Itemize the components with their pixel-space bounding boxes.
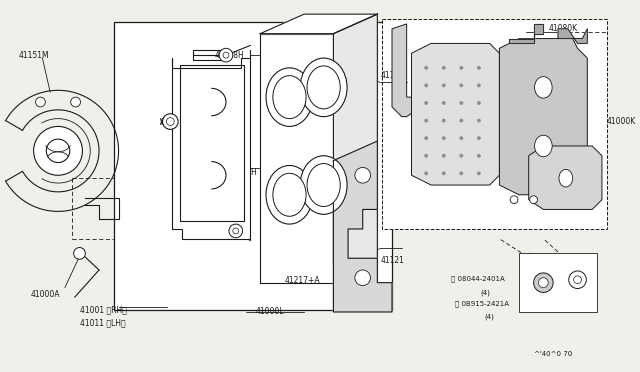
Ellipse shape	[534, 135, 552, 157]
Circle shape	[460, 136, 463, 140]
Circle shape	[163, 114, 178, 129]
Circle shape	[424, 154, 428, 158]
Circle shape	[424, 83, 428, 87]
Text: 41000L: 41000L	[255, 307, 284, 316]
Circle shape	[477, 154, 481, 158]
Text: ^'40^0 70: ^'40^0 70	[534, 351, 572, 357]
Text: (4): (4)	[480, 289, 490, 296]
Circle shape	[424, 171, 428, 175]
Polygon shape	[392, 24, 421, 117]
Bar	[260, 33, 378, 283]
Polygon shape	[333, 141, 392, 312]
Ellipse shape	[300, 156, 347, 214]
Circle shape	[355, 270, 371, 286]
Ellipse shape	[273, 76, 306, 119]
Circle shape	[477, 83, 481, 87]
Circle shape	[34, 126, 83, 175]
Circle shape	[460, 83, 463, 87]
Ellipse shape	[266, 68, 313, 126]
Circle shape	[219, 48, 233, 62]
Polygon shape	[558, 29, 588, 44]
Circle shape	[460, 154, 463, 158]
Bar	[114, 22, 392, 310]
Circle shape	[460, 171, 463, 175]
Circle shape	[477, 171, 481, 175]
Ellipse shape	[534, 77, 552, 98]
Circle shape	[46, 139, 70, 163]
Circle shape	[538, 278, 548, 288]
Circle shape	[477, 66, 481, 70]
Ellipse shape	[300, 58, 347, 117]
Circle shape	[36, 97, 45, 107]
Circle shape	[74, 247, 85, 259]
Circle shape	[477, 136, 481, 140]
Circle shape	[424, 66, 428, 70]
Circle shape	[442, 101, 445, 105]
Text: 41001 （RH）: 41001 （RH）	[79, 305, 126, 314]
Polygon shape	[172, 58, 250, 239]
Circle shape	[530, 196, 538, 203]
Ellipse shape	[273, 173, 306, 216]
Text: 41121: 41121	[380, 71, 404, 80]
Text: (4): (4)	[484, 314, 495, 320]
Circle shape	[223, 52, 229, 58]
Ellipse shape	[559, 169, 573, 187]
Circle shape	[569, 271, 586, 289]
Circle shape	[442, 83, 445, 87]
Text: 41217+A: 41217+A	[285, 276, 320, 285]
Circle shape	[442, 154, 445, 158]
Circle shape	[424, 136, 428, 140]
Polygon shape	[529, 146, 602, 209]
Circle shape	[460, 101, 463, 105]
Circle shape	[424, 119, 428, 122]
Polygon shape	[260, 14, 378, 33]
Circle shape	[355, 167, 371, 183]
Text: 41000K: 41000K	[607, 117, 636, 126]
Circle shape	[166, 118, 174, 125]
Text: 41138H: 41138H	[228, 169, 258, 177]
Text: 41080K: 41080K	[548, 24, 577, 33]
Ellipse shape	[307, 66, 340, 109]
Ellipse shape	[266, 166, 313, 224]
Text: 41151M: 41151M	[19, 51, 49, 60]
Ellipse shape	[307, 164, 340, 206]
Circle shape	[460, 119, 463, 122]
Circle shape	[442, 66, 445, 70]
Polygon shape	[509, 24, 543, 44]
Polygon shape	[333, 14, 378, 263]
Circle shape	[460, 66, 463, 70]
Circle shape	[229, 224, 243, 238]
Text: 41121: 41121	[380, 256, 404, 265]
Circle shape	[534, 273, 553, 292]
Text: Ⓑ 08044-2401A: Ⓑ 08044-2401A	[451, 276, 504, 282]
Circle shape	[510, 196, 518, 203]
Text: 41011 （LH）: 41011 （LH）	[79, 319, 125, 328]
Text: 41000A: 41000A	[31, 291, 60, 299]
Polygon shape	[412, 44, 499, 185]
Circle shape	[573, 276, 582, 284]
Circle shape	[442, 136, 445, 140]
Circle shape	[442, 171, 445, 175]
Circle shape	[442, 119, 445, 122]
Bar	[382, 19, 607, 229]
Circle shape	[477, 119, 481, 122]
Text: Ⓦ 0B915-2421A: Ⓦ 0B915-2421A	[456, 300, 509, 307]
Circle shape	[477, 101, 481, 105]
Circle shape	[233, 228, 239, 234]
Bar	[519, 253, 597, 312]
Text: 41128: 41128	[205, 90, 228, 99]
Polygon shape	[499, 39, 588, 195]
Circle shape	[71, 97, 81, 107]
Circle shape	[424, 101, 428, 105]
Text: 41138H: 41138H	[214, 51, 244, 60]
Text: 41217: 41217	[304, 175, 328, 184]
